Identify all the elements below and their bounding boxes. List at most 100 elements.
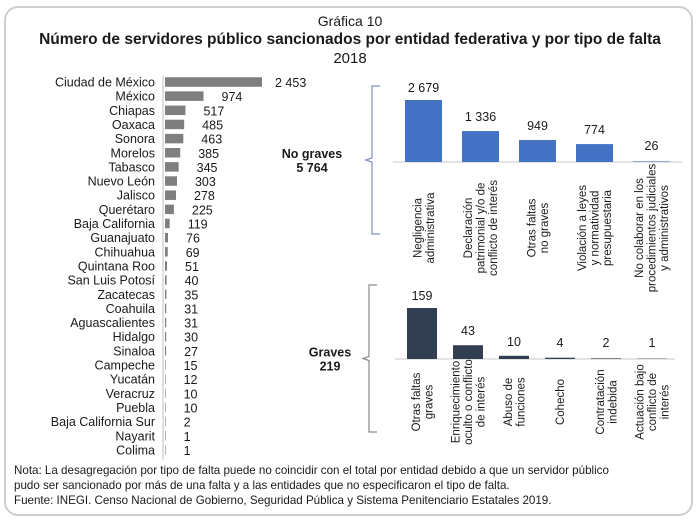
chart-title: Número de servidores público sancionados… — [39, 31, 661, 48]
no-graves-group-total: 5 764 — [296, 161, 327, 175]
state-value-label: 51 — [185, 260, 199, 274]
graves-value-label: 10 — [507, 335, 521, 349]
state-value-label: 278 — [194, 189, 215, 203]
no-graves-category-label: Declaraciónpatrimonial y/o deconflicto d… — [463, 180, 500, 276]
state-value-label: 27 — [184, 345, 198, 359]
state-value-label: 30 — [184, 331, 198, 345]
state-label: Baja California Sur — [51, 415, 155, 429]
state-bar — [165, 275, 167, 285]
state-bar — [165, 317, 167, 328]
no-graves-value-label: 1 336 — [465, 110, 496, 124]
graves-bar — [499, 355, 529, 359]
state-label: Baja California — [74, 217, 155, 231]
state-label: Hidalgo — [113, 330, 155, 344]
state-bar — [165, 416, 166, 427]
state-bar — [165, 77, 262, 87]
state-value-label: 385 — [198, 147, 219, 161]
state-label: Chiapas — [109, 104, 155, 118]
source-note: Fuente: INEGI. Censo Nacional de Gobiern… — [14, 494, 552, 507]
state-bar — [165, 289, 167, 299]
graves-category-label: Cohecho — [555, 379, 567, 425]
no-graves-brace — [364, 85, 380, 235]
state-bar — [165, 445, 166, 455]
state-bar — [165, 303, 167, 314]
state-label: Sonora — [115, 132, 155, 146]
state-label: Tabasco — [108, 160, 155, 174]
no-graves-value-label: 26 — [645, 139, 659, 153]
graves-category-label: Enriquecimientooculto o conflictode inte… — [451, 359, 488, 445]
state-bar — [165, 431, 166, 441]
state-value-label: 40 — [185, 274, 199, 288]
state-bar — [165, 374, 166, 384]
state-value-label: 485 — [202, 118, 223, 132]
state-label: Guanajuato — [90, 231, 155, 245]
graves-value-label: 4 — [557, 336, 564, 350]
graves-value-label: 2 — [603, 336, 610, 350]
footnote-line-2: pudo ser sancionado por más de una falta… — [14, 479, 510, 492]
state-label: Oaxaca — [112, 118, 155, 132]
state-label: Chihuahua — [95, 245, 156, 259]
state-bar — [165, 346, 167, 356]
graves-category-label: Otras faltasgraves — [411, 372, 436, 431]
state-value-label: 2 453 — [275, 76, 306, 90]
state-value-label: 303 — [195, 175, 216, 189]
state-label: San Luis Potosí — [67, 274, 155, 288]
state-label: Morelos — [111, 146, 155, 160]
state-value-label: 1 — [184, 444, 191, 458]
no-graves-category-label: Negligenciaadministrativa — [412, 192, 437, 264]
state-label: Zacatecas — [97, 288, 155, 302]
no-graves-bar — [576, 144, 613, 162]
state-value-label: 1 — [184, 430, 191, 444]
state-bar — [165, 388, 166, 399]
state-bar — [165, 360, 166, 370]
state-bar — [165, 247, 168, 257]
no-graves-group-label: No graves — [282, 147, 342, 161]
state-bar — [165, 218, 170, 229]
no-graves-value-label: 949 — [527, 119, 548, 133]
chart-frame — [4, 6, 693, 516]
no-graves-bar — [462, 131, 499, 162]
state-value-label: 10 — [184, 401, 198, 415]
state-bar — [165, 176, 177, 186]
state-label: Jalisco — [117, 189, 155, 203]
no-graves-value-label: 2 679 — [408, 81, 439, 95]
state-bar — [165, 105, 186, 116]
graves-brace — [361, 284, 377, 433]
graves-group-label: Graves — [309, 346, 351, 360]
chart-year: 2018 — [333, 50, 367, 67]
footnote-line-1: Nota: La desagregación por tipo de falta… — [14, 464, 609, 477]
graves-category-label: Actuación bajoconflicto deinterés — [635, 364, 672, 439]
graves-value-label: 43 — [461, 324, 475, 338]
state-bar — [165, 119, 185, 130]
state-label: Yucatán — [110, 373, 155, 387]
state-label: Campeche — [95, 359, 155, 373]
state-value-label: 31 — [184, 317, 198, 331]
graves-category-label: Abuso defunciones — [503, 377, 528, 426]
state-bar — [165, 190, 176, 200]
state-bar — [165, 148, 181, 158]
graves-bar — [545, 357, 575, 359]
no-graves-bar — [405, 100, 442, 162]
state-value-label: 517 — [203, 104, 224, 118]
state-label: Puebla — [116, 401, 155, 415]
state-value-label: 31 — [184, 302, 198, 316]
state-value-label: 12 — [184, 373, 198, 387]
no-graves-category-label: No colaborar en losprocedimientos judici… — [634, 164, 671, 293]
graves-bar — [407, 308, 437, 359]
state-label: México — [115, 90, 155, 104]
state-bar — [165, 331, 167, 342]
no-graves-value-label: 774 — [584, 123, 605, 137]
state-label: Aguascalientes — [70, 316, 155, 330]
state-bar — [165, 261, 168, 271]
state-value-label: 15 — [184, 359, 198, 373]
state-value-label: 119 — [188, 218, 208, 232]
state-label: Nayarit — [115, 429, 155, 443]
state-label: Sinaloa — [113, 344, 155, 358]
state-value-label: 345 — [197, 161, 218, 175]
no-graves-bar — [519, 140, 556, 162]
no-graves-category-label: Otras faltasno graves — [526, 198, 551, 257]
state-label: Coahuila — [106, 302, 155, 316]
state-value-label: 76 — [186, 232, 200, 246]
state-label: Veracruz — [106, 387, 155, 401]
